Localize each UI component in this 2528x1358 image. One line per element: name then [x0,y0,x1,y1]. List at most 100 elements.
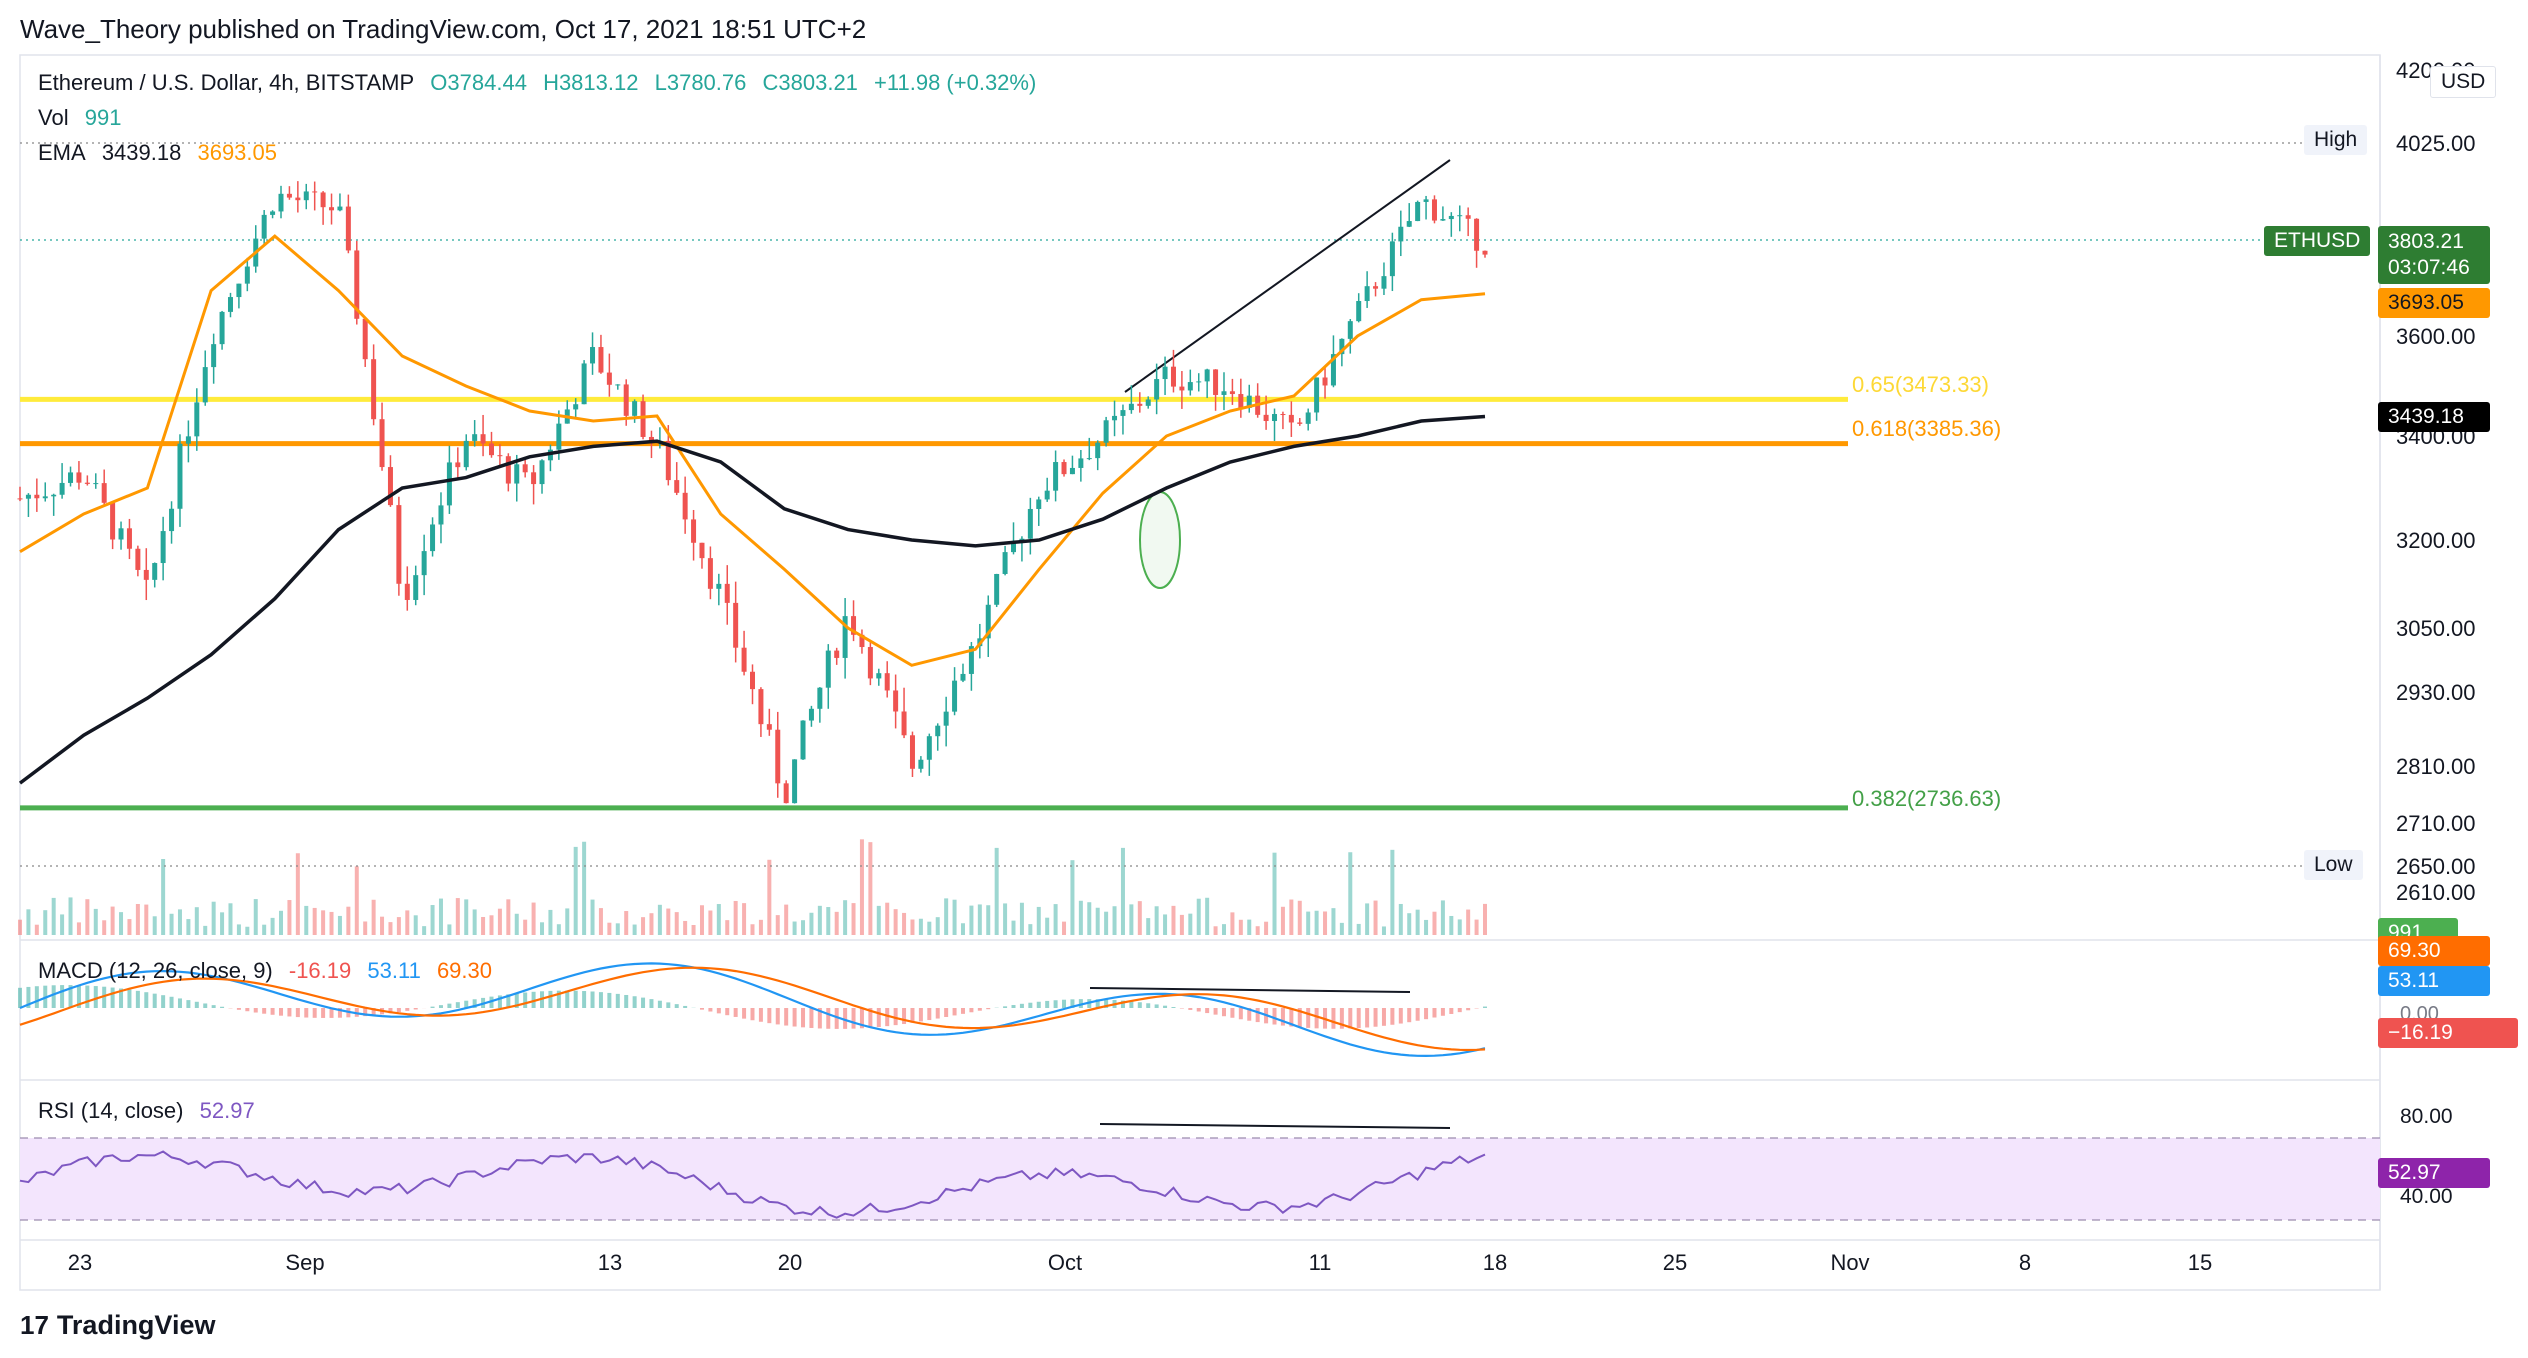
volume-bar [1280,906,1285,935]
candle-body [581,363,587,405]
price-axis[interactable]: 4200.004025.003600.003400.003200.003050.… [2396,58,2476,905]
ema-label: EMA [38,140,86,165]
volume-bar [26,909,31,935]
candle-body [1120,410,1126,416]
volume-bar [885,902,890,935]
candle-body [514,464,520,484]
macd-hist-bar [859,1008,864,1029]
volume-bar [203,925,208,935]
volume-bar [337,915,342,935]
candle-body [1170,366,1176,387]
volume-bar [699,905,704,935]
volume-bar [380,916,385,935]
price-chart[interactable]: 4200.004025.003600.003400.003200.003050.… [0,0,2528,1300]
candle-body [1297,422,1303,424]
volume-bar [607,922,612,935]
volume-bar [1045,917,1050,935]
macd-value: 53.11 [367,958,421,983]
candle-body [1280,414,1286,416]
macd-hist-bar [51,985,56,1008]
volume-bar [540,922,545,935]
volume-bar [1440,900,1445,935]
volume-bar [506,899,511,935]
candle-body [1272,414,1278,422]
macd-hist-bar [624,994,629,1008]
candle-body [1204,369,1210,382]
volume-bar [1171,905,1176,935]
macd-hist-bar [1146,1003,1151,1008]
volume-bar [287,900,292,935]
candle-body [118,528,124,540]
volume-bar [464,899,469,935]
volume-bar [144,904,149,935]
volume-bar [497,908,502,935]
candle-body [1305,412,1311,424]
volume-bar [758,919,763,935]
volume-bar [1407,913,1412,935]
volume-bar [447,924,452,935]
candle-body [1213,369,1219,395]
volume-bar [1339,922,1344,935]
candle-body [1229,391,1235,395]
candle-body [556,423,562,450]
volume-bar [708,910,713,935]
time-tick: 11 [1309,1250,1332,1275]
macd-hist-bar [851,1008,856,1029]
macd-divergence-line [1089,987,1411,993]
currency-tag[interactable]: USD [2430,66,2497,98]
volume-bar [1398,903,1403,935]
macd-hist-bar [775,1008,780,1025]
time-tick: Oct [1048,1250,1082,1275]
candle-body [68,472,74,483]
candle-body [901,711,907,736]
volume-bar [346,906,351,935]
symbol-tag: ETHUSD [2264,226,2371,256]
volume-bar [767,859,772,935]
macd-hist-bar [1424,1008,1429,1020]
candle-body [1027,508,1033,539]
fib-levels [20,396,1848,811]
close-value: C3803.21 [762,70,858,95]
macd-hist-bar [590,991,595,1008]
candle-body [185,436,191,444]
macd-hist-bar [674,1004,679,1008]
rsi-upper-tick: 80.00 [2400,1105,2453,1128]
macd-pane [18,962,1487,1058]
volume-bar [624,911,629,935]
volume-bar [236,924,241,935]
time-axis[interactable]: 23 Sep 13 20 Oct 11 18 25 Nov 8 15 [68,1250,2212,1275]
ema-50-tag: 3693.05 [2378,288,2490,318]
candle-body [152,563,158,580]
macd-hist-bar [826,1008,831,1029]
candle-body [842,616,848,658]
volume-bar [733,900,738,935]
macd-hist-bar [649,999,654,1008]
tradingview-brand[interactable]: 17 TradingView [20,1310,215,1341]
macd-hist-bar [161,995,166,1008]
candle-body [312,191,318,193]
candle-body [1061,462,1067,475]
volume-bar [1247,919,1252,935]
candle-body [935,725,941,737]
macd-hist-bar [843,1008,848,1029]
macd-hist-bar [902,1008,907,1025]
rsi-legend: RSI (14, close) 52.97 [38,1098,265,1124]
volume-bar [902,912,907,935]
volume-bar [523,919,528,935]
candle-body [101,483,107,503]
volume-bar [1028,924,1033,935]
volume-bar [1483,903,1487,935]
candle-body [413,575,419,600]
ema-200-line [18,414,1486,785]
price-tick: 2710.00 [2396,811,2476,836]
candle-body [404,583,410,600]
candle-body [421,551,427,576]
volume-bar [910,919,915,935]
macd-hist-bar [110,987,115,1008]
volume-bar [93,908,98,935]
macd-hist-bar [1230,1008,1235,1018]
volume-bar [102,920,107,935]
volume-bar [1196,898,1201,935]
macd-hist-bar [1028,1002,1033,1008]
candle-body [1423,199,1429,202]
